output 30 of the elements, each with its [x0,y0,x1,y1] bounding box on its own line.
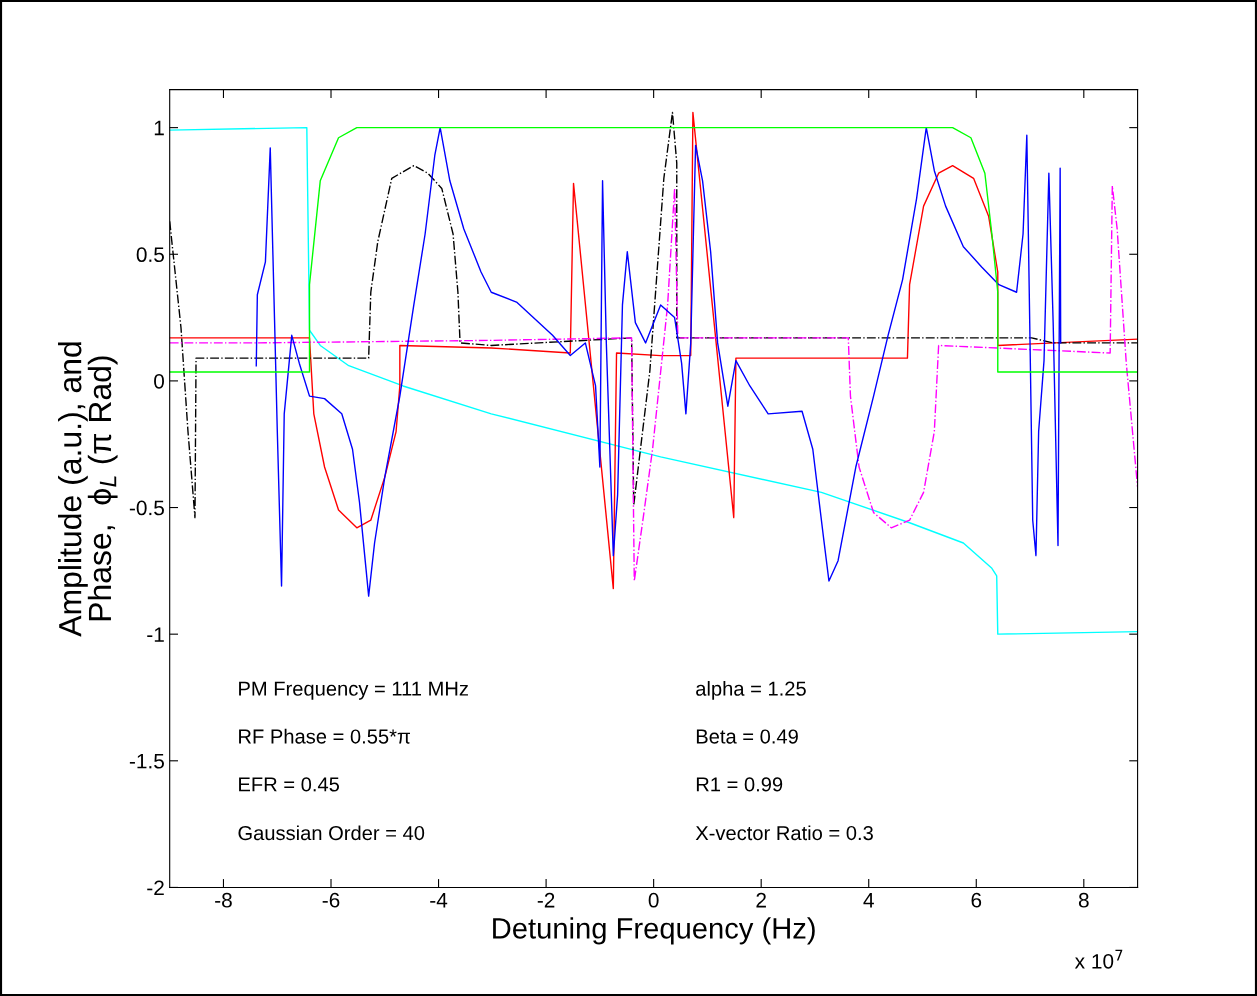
y-tick-label: 1 [154,120,164,136]
x-tick-label: 8 [1078,892,1089,908]
annotation: alpha = 1.25 [696,680,806,700]
y-tick-label: -1.5 [129,754,164,769]
line-series [255,126,1062,597]
annotation: X-vector Ratio = 0.3 [695,825,873,841]
y-tick-label: -0.5 [129,500,164,516]
x-tick-label: -2 [537,892,555,908]
line-series [169,126,1138,373]
annotation: Gaussian Order = 40 [238,825,425,841]
annotation: RF Phase = 0.55*π [239,728,410,744]
y-tick-label: 0 [154,373,165,389]
x-axis-title: Detuning Frequency (Hz) [493,917,815,945]
y-tick-label: -2 [147,880,164,895]
x-tick-label: -4 [430,893,448,908]
line-series [169,185,1138,582]
x-tick-label: -6 [322,892,340,908]
x-tick-label: 4 [863,893,874,908]
x-tick-label: 0 [648,892,659,908]
annotation: R1 = 0.99 [696,777,783,792]
text: x 10$^{7}$ [1074,949,1123,969]
annotation: Beta = 0.49 [696,729,798,744]
annotation: EFR = 0.45 [239,777,340,792]
x-tick-label: -8 [215,892,232,908]
y-tick-label: 0.5 [136,247,164,263]
x-tick-label: 6 [971,892,982,908]
y-axis-title: Amplitude (a.u.), and Phase, ϕ$_{L}$ (π Rad) [58,342,118,637]
x-tick-label: 2 [756,892,766,908]
annotation: PM Frequency = 111 MHz [239,681,468,700]
y-tick-label: -1 [147,627,164,642]
